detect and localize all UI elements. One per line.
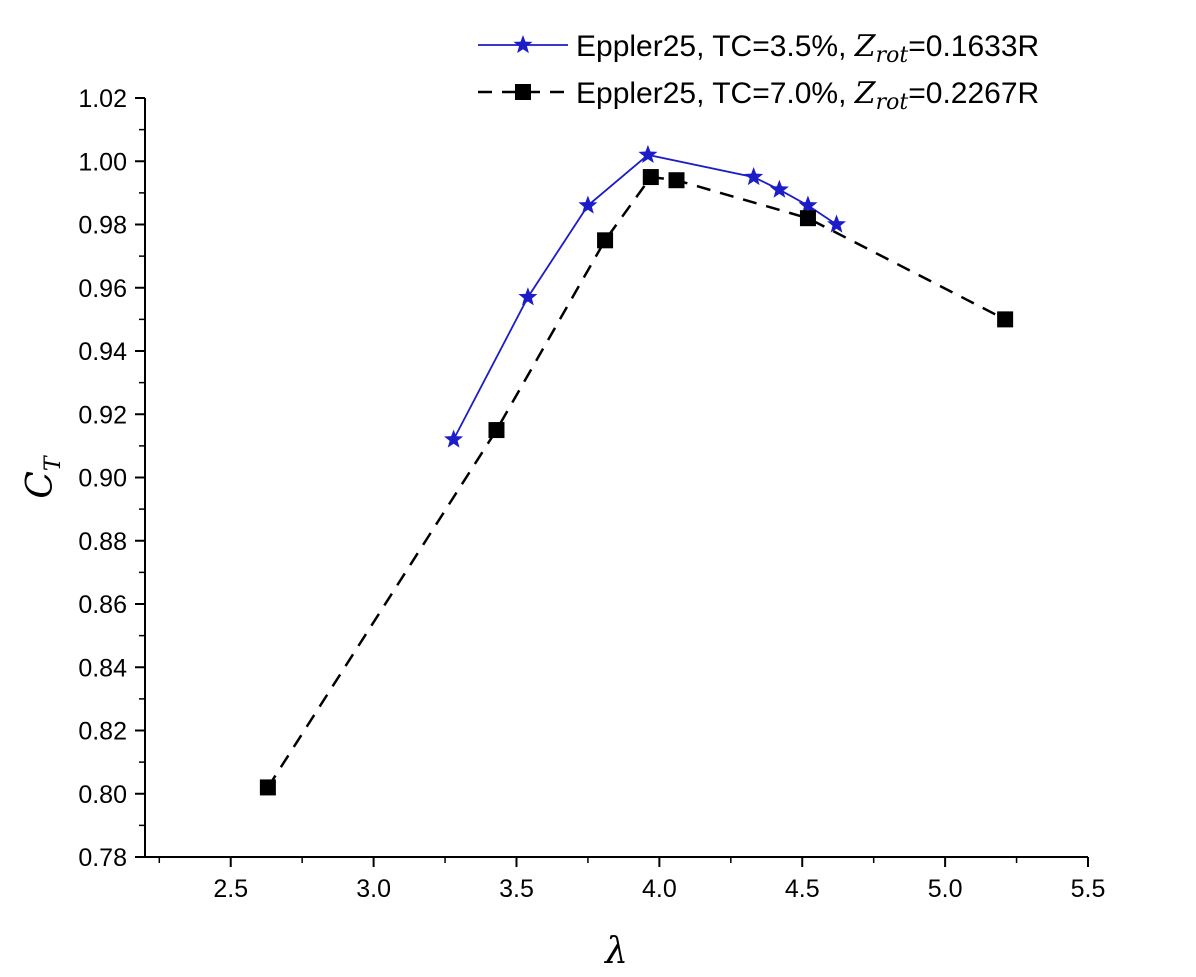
legend-label-2-sub: rot <box>876 90 909 115</box>
x-axis-title: λ <box>603 931 628 972</box>
series-2-point <box>259 779 276 796</box>
series-2-point <box>642 169 659 186</box>
legend-label-2-pre: Eppler25, TC=7.0%, <box>576 77 855 110</box>
x-tick-label: 4.0 <box>642 875 677 903</box>
x-tick-label: 2.5 <box>213 875 248 903</box>
legend-label-1: Eppler25, TC=3.5%, Zrot=0.1633R <box>576 29 1039 68</box>
legend-label-2-var: Z <box>854 76 877 111</box>
y-axis-title: CT <box>20 454 66 499</box>
y-tick-label: 0.94 <box>78 338 127 366</box>
y-tick-label: 1.02 <box>78 85 127 113</box>
series-1 <box>444 144 847 448</box>
legend-marker-1 <box>513 35 533 54</box>
x-tick-label: 3.5 <box>499 875 534 903</box>
y-tick-label: 0.96 <box>78 275 127 303</box>
series-1-point <box>769 179 789 198</box>
series-1-point <box>638 144 658 164</box>
series-1-point <box>518 287 538 306</box>
series-layer <box>259 144 1014 796</box>
legend-label-1-var: Z <box>854 29 877 64</box>
series-1-point <box>444 429 464 448</box>
y-tick-label: 0.80 <box>78 781 127 809</box>
series-2-point <box>488 422 505 439</box>
series-1-line <box>452 153 837 440</box>
series-1-point <box>798 195 818 214</box>
legend-label-1-pre: Eppler25, TC=3.5%, <box>576 30 855 63</box>
series-1-point <box>744 167 764 186</box>
y-axis-title-sub: T <box>41 454 66 471</box>
legend-label-2: Eppler25, TC=7.0%, Zrot=0.2267R <box>576 76 1039 115</box>
series-2-point <box>597 232 614 249</box>
legend-label-2-post: =0.2267R <box>908 77 1039 110</box>
x-tick-label: 5.5 <box>1071 875 1106 903</box>
legend-marker-2 <box>515 84 531 100</box>
y-tick-label: 0.98 <box>78 212 127 240</box>
y-axis-title-main: C <box>20 471 61 499</box>
y-tick-label: 0.88 <box>78 528 127 556</box>
series-2-line <box>266 175 1006 789</box>
y-tick-label: 0.92 <box>78 401 127 429</box>
y-tick-label: 0.82 <box>78 718 127 746</box>
series-2-point <box>799 210 816 227</box>
series-2 <box>259 169 1014 796</box>
x-tick-label: 3.0 <box>356 875 391 903</box>
x-tick-label: 5.0 <box>928 875 963 903</box>
y-tick-label: 0.86 <box>78 591 127 619</box>
y-tick-label: 0.78 <box>78 844 127 872</box>
y-tick-label: 0.84 <box>78 654 127 682</box>
series-1-point <box>578 195 598 214</box>
y-tick-label: 1.00 <box>78 148 127 176</box>
y-tick-label: 0.90 <box>78 465 127 493</box>
legend-label-1-post: =0.1633R <box>908 30 1039 63</box>
series-1-point <box>827 214 847 233</box>
series-2-point <box>997 311 1014 328</box>
x-tick-label: 4.5 <box>785 875 820 903</box>
axes: 2.5 3.0 3.5 4.0 4.5 5.0 5.5 0.78 0.80 0.82 0.84 0.8… <box>78 85 1105 903</box>
legend: Eppler25, TC=3.5%, Zrot=0.1633REppler25,… <box>478 29 1039 115</box>
series-2-point <box>668 172 685 189</box>
legend-label-1-sub: rot <box>876 43 909 68</box>
